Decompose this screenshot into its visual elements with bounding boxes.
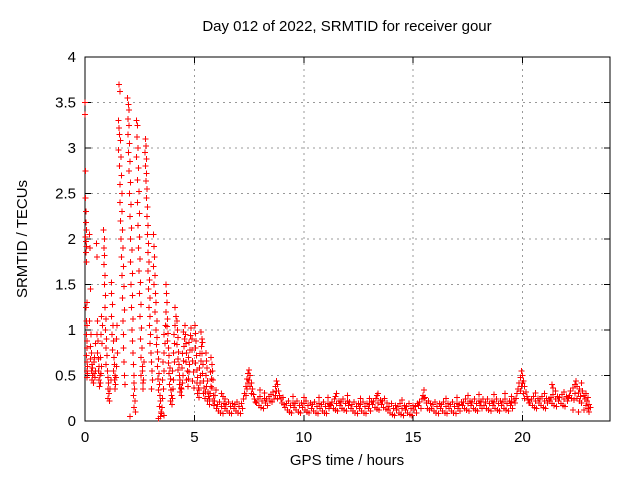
- svg-text:4: 4: [68, 49, 76, 66]
- svg-text:1.5: 1.5: [55, 277, 76, 294]
- svg-text:2: 2: [68, 231, 76, 248]
- y-axis-label: SRMTID / TECUs: [14, 180, 31, 298]
- grid-lines: [85, 57, 610, 421]
- x-axis-label: GPS time / hours: [290, 452, 404, 469]
- svg-text:20: 20: [514, 429, 531, 446]
- svg-text:10: 10: [295, 429, 312, 446]
- svg-text:1: 1: [68, 322, 76, 339]
- svg-text:0: 0: [81, 429, 89, 446]
- chart-title: Day 012 of 2022, SRMTID for receiver gou…: [202, 18, 491, 35]
- scatter-points: [82, 81, 594, 422]
- svg-text:3: 3: [68, 140, 76, 157]
- svg-text:3.5: 3.5: [55, 95, 76, 112]
- svg-text:15: 15: [405, 429, 422, 446]
- x-tick-labels: 0 5 10 15 20: [81, 429, 531, 446]
- y-tick-labels: 0 0.5 1 1.5 2 2.5 3 3.5 4: [55, 49, 76, 430]
- svg-text:2.5: 2.5: [55, 186, 76, 203]
- svg-text:0: 0: [68, 413, 76, 430]
- svg-text:5: 5: [190, 429, 198, 446]
- svg-text:0.5: 0.5: [55, 368, 76, 385]
- plot-border: [84, 56, 611, 422]
